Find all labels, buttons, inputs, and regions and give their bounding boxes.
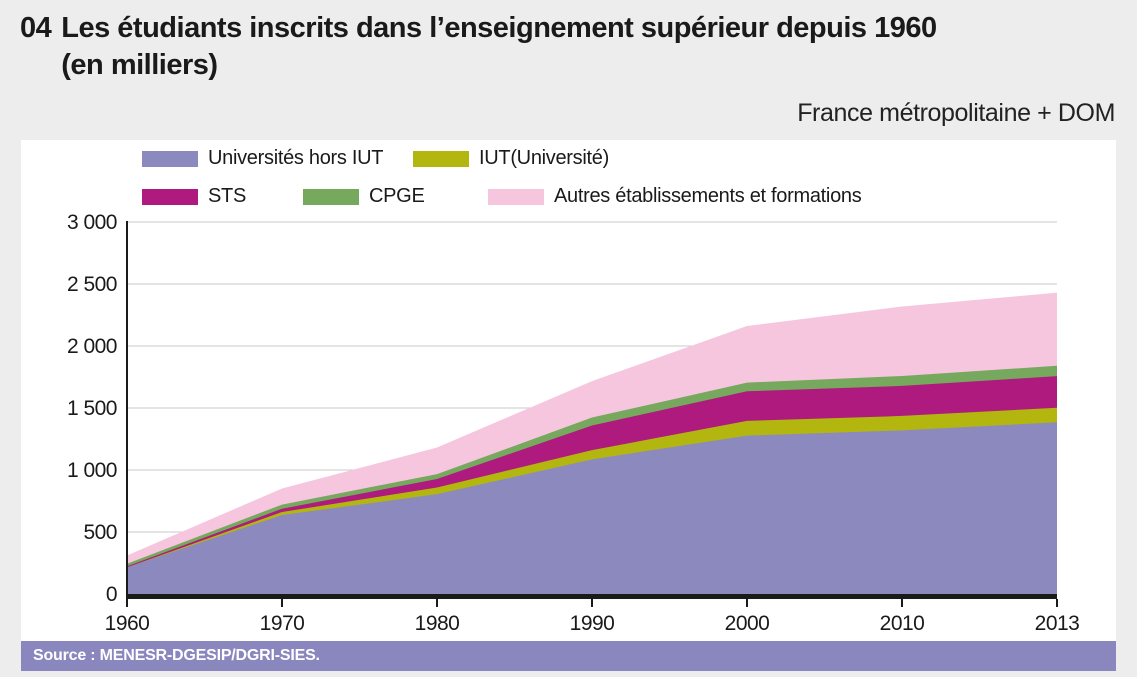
legend-item-autres: Autres établissements et formations (488, 185, 862, 208)
legend-item-iut: IUT(Université) (413, 147, 609, 170)
legend-swatch-iut (413, 150, 469, 167)
x-tick-label: 1980 (415, 612, 460, 635)
x-tick-label: 2010 (880, 612, 925, 635)
source-bar: Source : MENESR-DGESIP/DGRI-SIES. (21, 641, 1116, 671)
x-tick-label: 1960 (105, 612, 150, 635)
area-universit-s-hors-iut (127, 422, 1057, 594)
legend-label: CPGE (369, 185, 425, 207)
y-tick-label: 1 000 (67, 459, 117, 482)
page-header: 04 Les étudiants inscrits dans l’enseign… (20, 10, 937, 84)
figure-number: 04 (20, 12, 52, 44)
title-line-1: Les étudiants inscrits dans l’enseigneme… (61, 12, 937, 44)
x-tick-label: 1970 (260, 612, 305, 635)
y-tick-label: 2 000 (67, 335, 117, 358)
y-tick-label: 500 (83, 521, 117, 544)
legend-label: STS (208, 185, 246, 207)
y-tick-label: 0 (106, 583, 117, 606)
y-tick-label: 1 500 (67, 397, 117, 420)
title-line-2: (en milliers) (61, 49, 218, 81)
stacked-area-chart: 1960 1970 1980 1990 2000 2010 2013 0 500 1 000 1 5… (67, 211, 1080, 635)
y-tick-label: 2 500 (67, 273, 117, 296)
region-label: France métropolitaine + DOM (797, 99, 1115, 127)
legend-item-sts: STS (142, 185, 246, 208)
y-tick-label: 3 000 (67, 211, 117, 234)
legend-swatch-autres (488, 188, 544, 205)
legend-label: Universités hors IUT (208, 147, 384, 169)
x-tick-label: 1990 (570, 612, 615, 635)
x-tick-label: 2000 (725, 612, 770, 635)
legend-label: Autres établissements et formations (554, 185, 862, 207)
legend-item-universites-hors-iut: Universités hors IUT (142, 147, 383, 170)
legend-swatch-sts (142, 188, 198, 205)
source-text: Source : MENESR-DGESIP/DGRI-SIES. (33, 647, 320, 664)
x-tick-label: 2013 (1035, 612, 1080, 635)
legend-swatch-cpge (303, 188, 359, 205)
page-title: Les étudiants inscrits dans l’enseigneme… (61, 10, 937, 84)
legend-item-cpge: CPGE (303, 185, 425, 208)
legend-label: IUT(Université) (479, 147, 609, 169)
chart-panel: 1960 1970 1980 1990 2000 2010 2013 0 500 1 000 1 5… (21, 140, 1116, 671)
legend-swatch-universites-hors-iut (142, 150, 198, 167)
